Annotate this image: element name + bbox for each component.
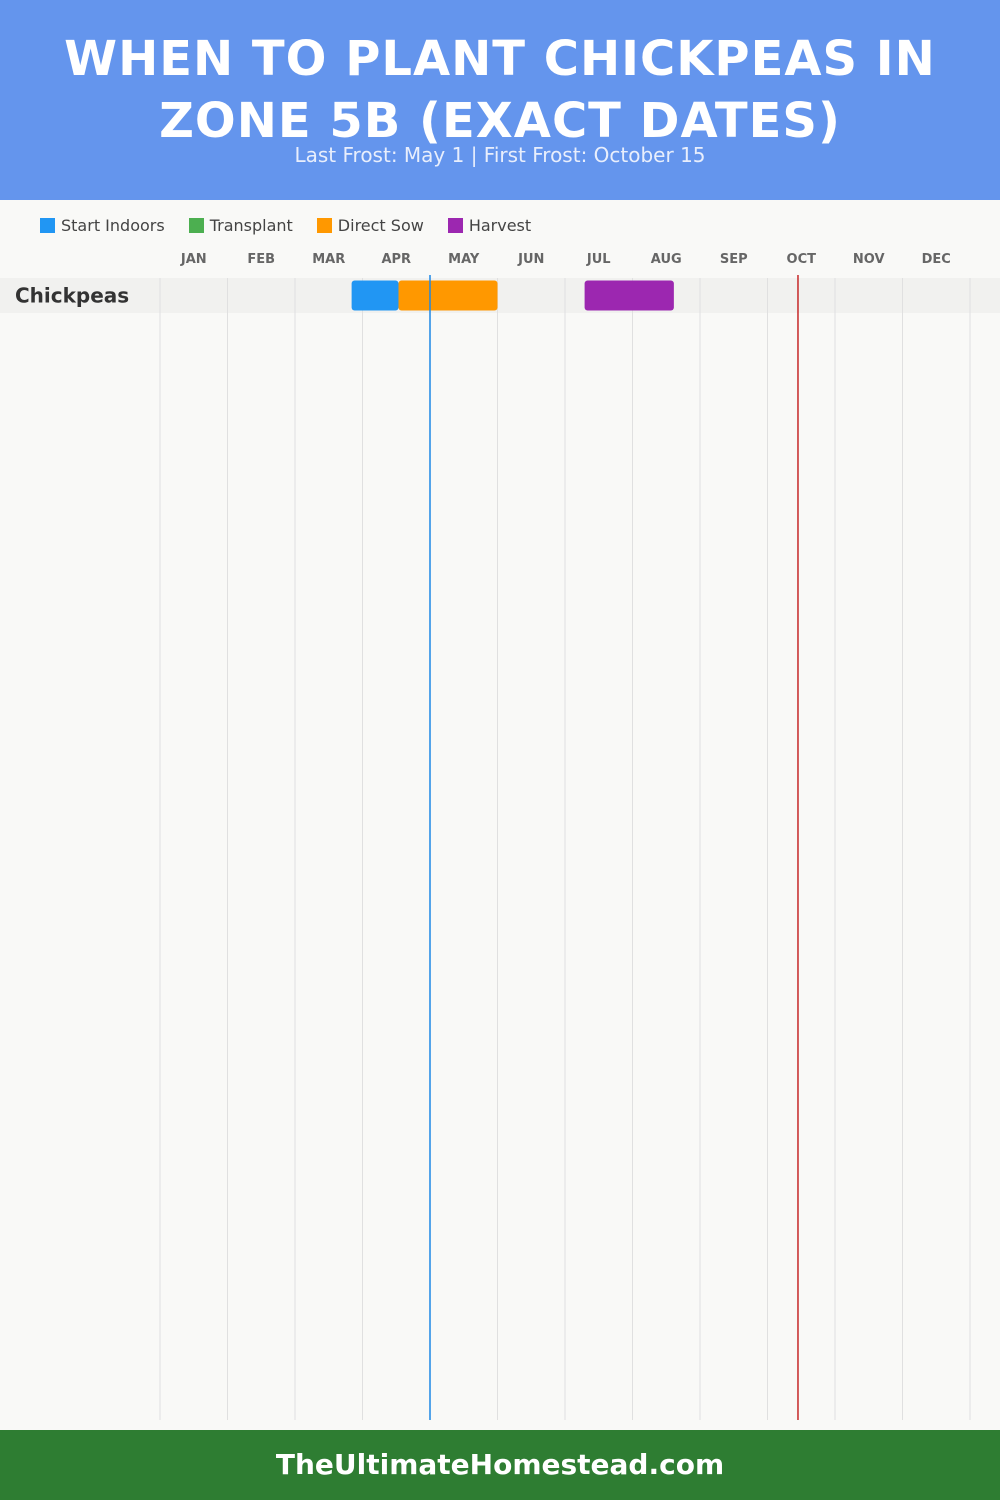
footer-banner: TheUltimateHomestead.com [0,1430,1000,1500]
month-tick-label: MAR [312,252,345,267]
month-tick-label: JUN [517,252,544,267]
legend-swatch-harvest [447,217,463,233]
legend-label-start-indoors: Start Indoors [61,215,165,235]
legend-swatch-transplant [188,217,204,233]
legend-item-harvest: Harvest [447,215,532,235]
page-title: WHEN TO PLANT CHICKPEAS IN ZONE 5B (EXAC… [64,31,936,149]
activity-bar [584,280,674,311]
month-tick-label: JAN [180,252,207,267]
legend-label-direct-sow: Direct Sow [337,215,424,235]
chart-legend: Start Indoors Transplant Direct Sow Harv… [40,214,555,236]
frost-dates-subtitle: Last Frost: May 1 | First Frost: October… [294,143,706,167]
legend-item-transplant: Transplant [188,215,293,235]
legend-item-start-indoors: Start Indoors [40,216,165,235]
month-tick-label: JUL [586,252,611,267]
planting-calendar-chart: JAN FEB MAR APR MAY JUN JUL AUG SEP OCT NOV DEC Chic… [0,252,1000,1420]
legend-item-direct-sow: Direct Sow [316,215,424,235]
crop-row-band [0,278,1000,313]
activity-bar [351,280,399,311]
crop-label: Chickpeas [15,284,129,308]
month-tick-label: DEC [922,252,951,267]
legend-swatch-direct-sow [316,217,332,233]
month-tick-label: SEP [720,252,748,267]
month-tick-label: MAY [448,252,480,267]
month-tick-label: AUG [651,252,682,267]
month-tick-label: OCT [787,252,817,267]
legend-swatch-start-indoors [40,217,55,233]
activity-bar [398,280,498,311]
month-tick-label: APR [381,252,411,267]
legend-label-harvest: Harvest [468,215,532,235]
legend-label-transplant: Transplant [209,215,293,235]
month-tick-label: NOV [853,252,885,267]
month-tick-label: FEB [247,252,275,267]
header-banner: WHEN TO PLANT CHICKPEAS IN ZONE 5B (EXAC… [0,0,1000,200]
footer-site-name: TheUltimateHomestead.com [275,1448,725,1481]
